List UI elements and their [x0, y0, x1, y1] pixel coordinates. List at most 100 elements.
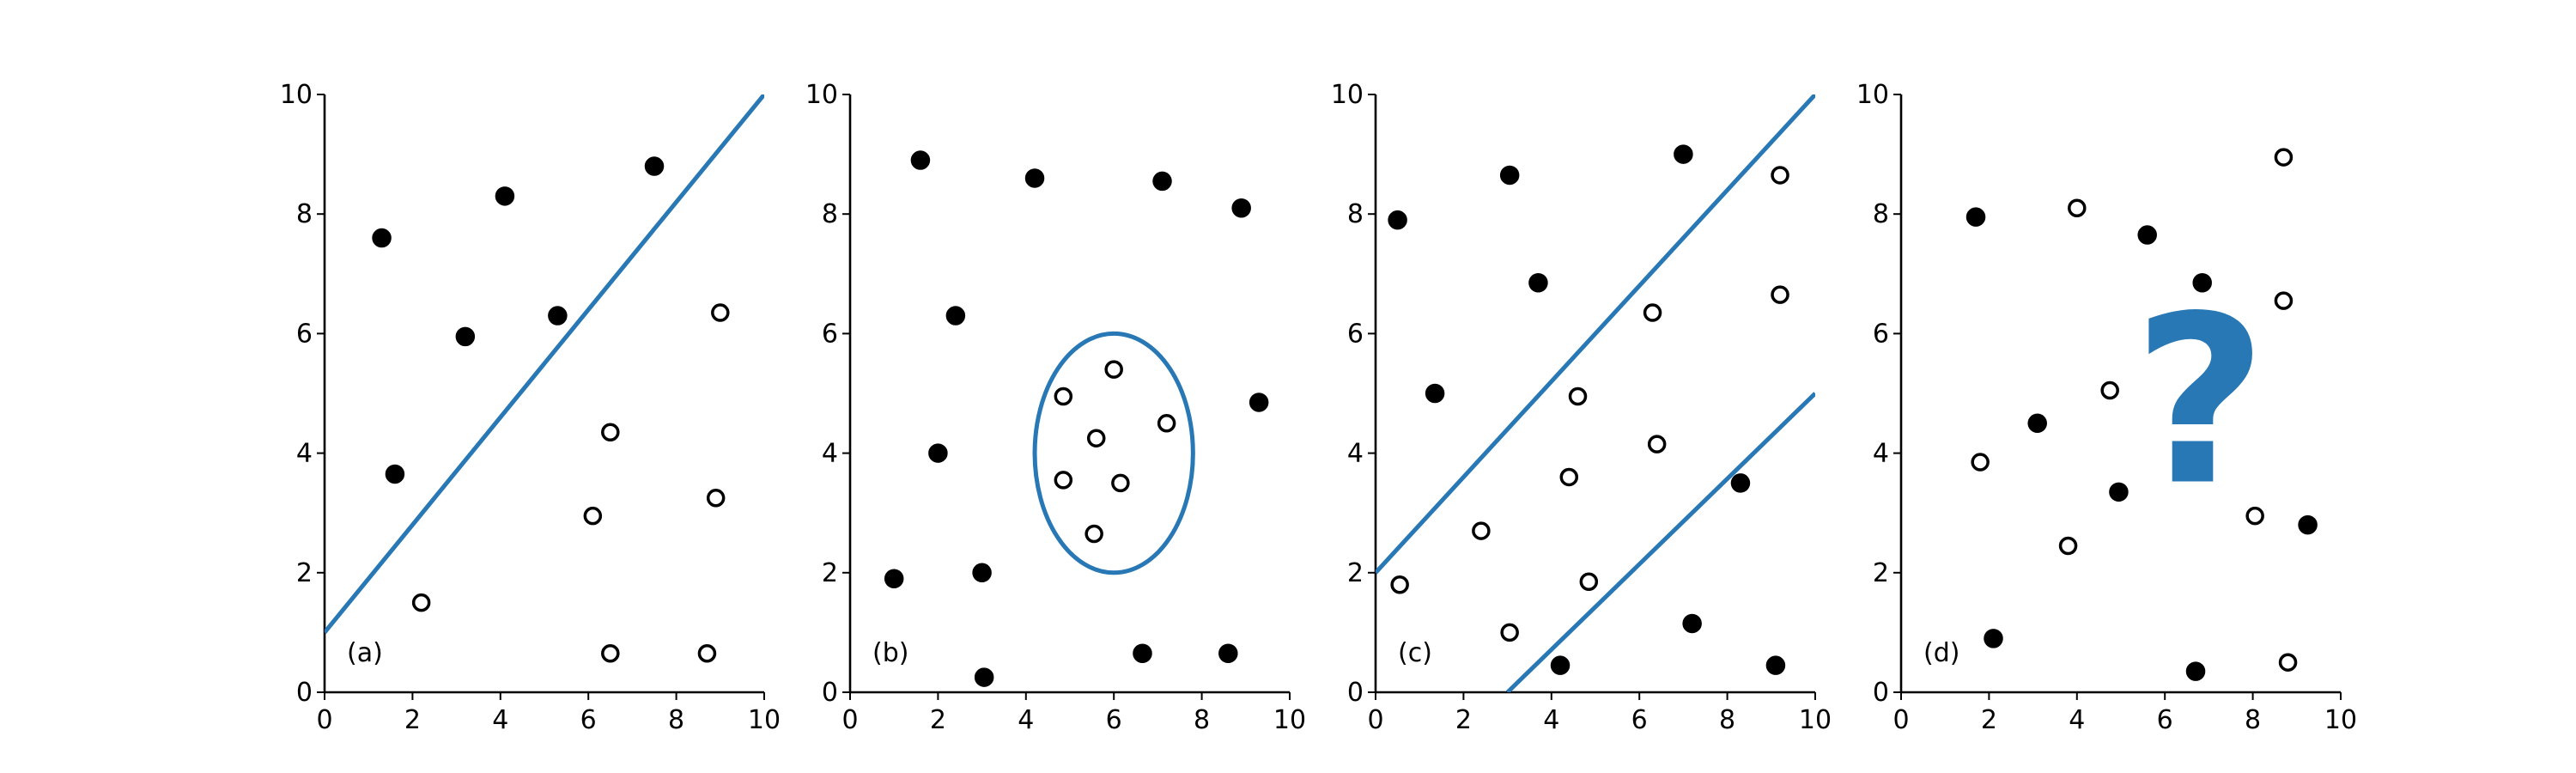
open-point: [697, 644, 717, 663]
x-tick-label: 2: [1455, 705, 1472, 735]
open-point: [2274, 291, 2293, 310]
filled-point: [1231, 198, 1251, 218]
filled-point: [1765, 655, 1786, 675]
x-tick-label: 4: [1018, 705, 1034, 735]
x-tick-label: 6: [2157, 705, 2173, 735]
x-tick-label: 8: [668, 705, 684, 735]
filled-point: [2137, 225, 2157, 245]
y-tick-label: 2: [1347, 558, 1364, 588]
x-tick-label: 2: [1981, 705, 1997, 735]
y-tick-label: 6: [1347, 319, 1364, 349]
open-point: [1579, 572, 1599, 591]
x-tick-label: 0: [1893, 705, 1909, 735]
open-point: [1390, 575, 1409, 594]
filled-point: [1249, 393, 1269, 412]
open-point: [1157, 414, 1176, 433]
y-tick-label: 0: [1347, 678, 1364, 708]
question-mark: ?: [2133, 265, 2268, 536]
open-point: [2245, 506, 2264, 526]
filled-point: [1730, 473, 1751, 493]
filled-point: [385, 464, 405, 484]
y-tick-label: 4: [296, 439, 313, 469]
panel-label: (a): [347, 638, 383, 668]
y-tick-label: 8: [1347, 199, 1364, 229]
open-point: [2274, 148, 2293, 167]
filled-point: [1218, 643, 1238, 664]
filled-point: [1024, 168, 1045, 188]
x-tick-label: 2: [930, 705, 946, 735]
filled-point: [1499, 165, 1520, 186]
y-tick-label: 10: [805, 80, 838, 110]
x-tick-label: 4: [1543, 705, 1559, 735]
y-tick-label: 10: [1331, 80, 1364, 110]
open-point: [1771, 285, 1789, 304]
filled-point: [2192, 272, 2212, 293]
filled-point: [1425, 383, 1445, 404]
panel-label: (c): [1398, 638, 1432, 668]
x-tick-label: 0: [1367, 705, 1383, 735]
filled-point: [974, 667, 994, 687]
filled-point: [2185, 661, 2206, 681]
y-tick-label: 8: [1873, 199, 1889, 229]
decision-boundary-ellipse: [1032, 331, 1195, 575]
filled-point: [644, 156, 665, 176]
filled-point: [2109, 482, 2129, 502]
x-tick-label: 2: [404, 705, 421, 735]
filled-point: [1152, 171, 1172, 192]
y-tick-label: 2: [296, 558, 313, 588]
filled-point: [495, 186, 515, 206]
y-tick-label: 4: [822, 439, 838, 469]
open-point: [2278, 653, 2298, 672]
open-point: [2100, 380, 2119, 400]
open-point: [1111, 473, 1130, 493]
x-tick-label: 8: [2245, 705, 2261, 735]
open-point: [706, 489, 726, 508]
filled-point: [884, 569, 904, 589]
filled-point: [455, 326, 476, 347]
chart-panel-2: 0 2 4 6 8 10 0 2 4 6 8 10 (b): [805, 80, 1306, 735]
open-point: [1568, 386, 1588, 406]
x-tick-label: 6: [580, 705, 597, 735]
filled-point: [548, 306, 568, 326]
y-tick-label: 8: [296, 199, 313, 229]
filled-point: [1550, 655, 1571, 675]
chart-panel-3: 0 2 4 6 8 10 0 2 4 6 8 10 (c): [1331, 80, 1832, 735]
y-tick-label: 0: [822, 678, 838, 708]
open-point: [1472, 521, 1491, 540]
filled-point: [1984, 629, 2003, 648]
panel-label: (b): [872, 638, 908, 668]
decision-boundary-line: [1505, 392, 1815, 692]
open-point: [1084, 524, 1103, 544]
y-tick-label: 0: [296, 678, 313, 708]
open-point: [1971, 453, 1990, 472]
x-tick-label: 6: [1106, 705, 1122, 735]
x-tick-label: 10: [1273, 705, 1306, 735]
open-point: [1500, 623, 1519, 642]
x-tick-label: 4: [492, 705, 508, 735]
filled-point: [1674, 144, 1693, 164]
y-tick-label: 4: [1873, 439, 1889, 469]
chart-panel-4: 0 2 4 6 8 10 0 2 4 6 8 10? (d): [1856, 80, 2357, 735]
filled-point: [928, 443, 948, 463]
filled-point: [945, 306, 966, 326]
open-point: [601, 423, 620, 441]
filled-point: [2298, 514, 2318, 535]
open-point: [1643, 303, 1662, 322]
x-tick-label: 6: [1631, 705, 1648, 735]
chart-panel-1: 0 2 4 6 8 10 0 2 4 6 8 10 (a): [280, 80, 781, 735]
filled-point: [1965, 207, 1986, 227]
open-point: [583, 506, 603, 526]
panel-label: (d): [1923, 638, 1959, 668]
x-tick-label: 4: [2069, 705, 2085, 735]
y-tick-label: 10: [1856, 80, 1889, 110]
open-point: [1104, 360, 1123, 379]
x-tick-label: 0: [316, 705, 332, 735]
y-tick-label: 8: [822, 199, 838, 229]
x-tick-label: 10: [2324, 705, 2357, 735]
x-tick-label: 10: [748, 705, 781, 735]
filled-point: [1133, 643, 1152, 664]
open-point: [1559, 467, 1579, 487]
open-point: [1054, 471, 1073, 490]
filled-point: [1528, 272, 1548, 293]
